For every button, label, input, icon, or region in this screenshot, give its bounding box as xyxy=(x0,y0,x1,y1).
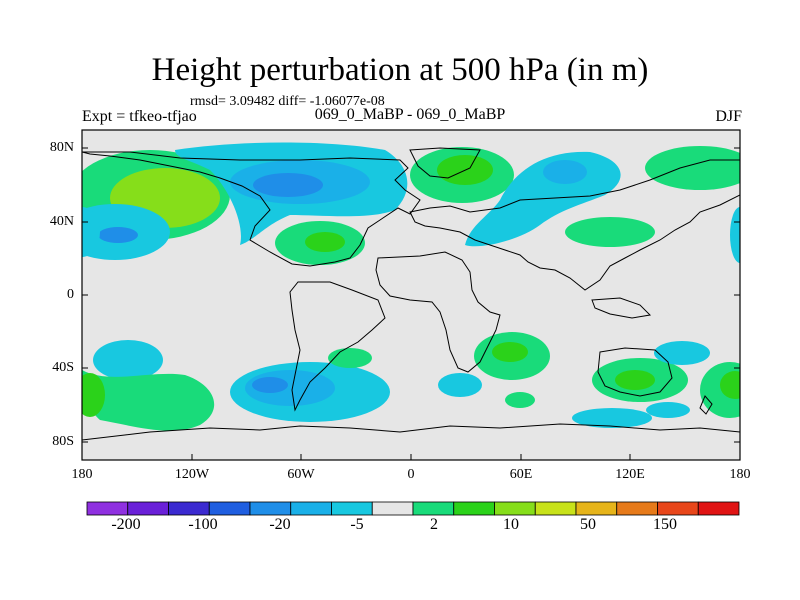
lon-label-60w: 60W xyxy=(287,467,315,482)
colorbar xyxy=(86,501,740,516)
colorbar-swatch xyxy=(616,501,658,516)
axis-ticks xyxy=(81,147,741,460)
colorbar-swatch xyxy=(657,501,699,516)
lat-label-80n: 80N xyxy=(49,140,74,155)
experiment-label: Expt = tfkeo-tfjao xyxy=(82,108,197,125)
lon-label-120e: 120E xyxy=(615,467,645,482)
coastlines xyxy=(82,147,740,441)
lat-label-40n: 40N xyxy=(49,214,74,229)
period-label: 069_0_MaBP - 069_0_MaBP xyxy=(314,106,506,123)
lat-label-0: 0 xyxy=(67,287,74,302)
colorbar-swatch xyxy=(371,501,414,516)
colorbar-swatch xyxy=(127,501,169,516)
colorbar-swatch xyxy=(697,501,740,516)
colorbar-label: -5 xyxy=(350,516,364,533)
colorbar-swatch xyxy=(494,501,536,516)
colorbar-label: 50 xyxy=(580,516,596,533)
colorbar-swatch xyxy=(290,501,332,516)
colorbar-swatch xyxy=(86,501,129,516)
lon-label-180e: 180 xyxy=(729,467,751,482)
lon-label-120w: 120W xyxy=(174,467,210,482)
colorbar-label: 10 xyxy=(503,516,519,533)
colorbar-swatch xyxy=(575,501,618,516)
lon-label-0: 0 xyxy=(407,467,415,482)
lon-label-180w: 180 xyxy=(71,467,93,482)
colorbar-label: -100 xyxy=(188,516,218,533)
contour-fields xyxy=(82,142,740,431)
colorbar-swatch xyxy=(208,501,251,516)
colorbar-label: -20 xyxy=(269,516,291,533)
stats-text: rmsd= 3.09482 diff= -1.06077e-08 xyxy=(190,94,385,109)
plot-title: Height perturbation at 500 hPa (in m) xyxy=(151,52,649,88)
colorbar-swatch xyxy=(249,501,292,516)
colorbar-swatch xyxy=(534,501,577,516)
lat-label-80s: 80S xyxy=(52,434,74,449)
colorbar-label: 2 xyxy=(430,516,438,533)
colorbar-swatch xyxy=(331,501,373,516)
season-label: DJF xyxy=(715,108,742,125)
colorbar-label: -200 xyxy=(111,516,141,533)
colorbar-swatch xyxy=(168,501,210,516)
lat-label-40s: 40S xyxy=(52,360,74,375)
colorbar-swatch xyxy=(412,501,455,516)
colorbar-swatch xyxy=(453,501,495,516)
lon-label-60e: 60E xyxy=(509,467,533,482)
colorbar-label: 150 xyxy=(653,516,677,533)
